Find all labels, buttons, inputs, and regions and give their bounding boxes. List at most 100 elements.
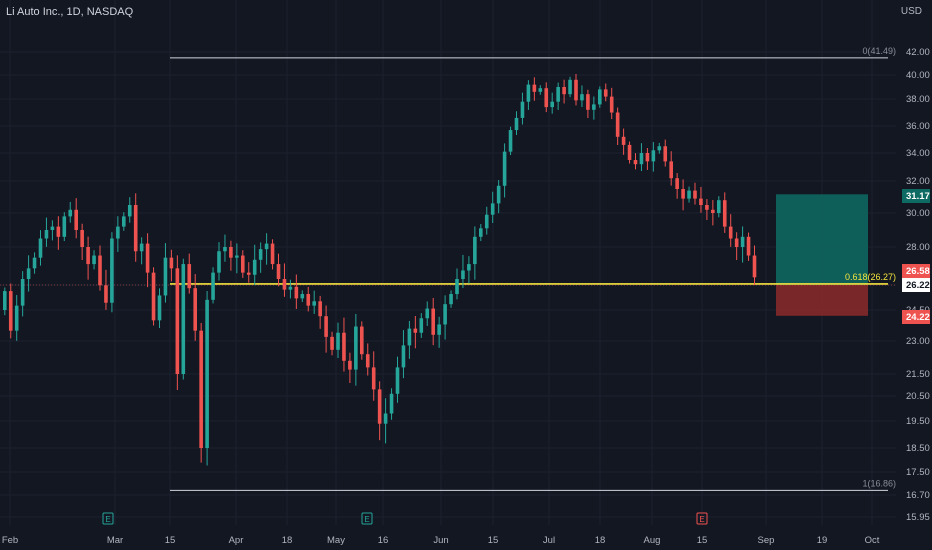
price-tick: 20.50 — [906, 391, 930, 402]
candle-body — [377, 389, 382, 424]
candle-body — [496, 185, 501, 204]
earnings-event-icon[interactable]: E — [696, 512, 708, 525]
time-tick: 16 — [378, 535, 389, 546]
candle-body — [211, 272, 215, 300]
candle-body — [187, 264, 192, 289]
candle-body — [342, 332, 346, 361]
candle-body — [104, 285, 108, 303]
time-tick: 15 — [697, 535, 708, 546]
candle-body — [734, 238, 739, 247]
candle-body — [68, 209, 73, 217]
price-label[interactable]: 24.22 — [906, 312, 930, 323]
candle-body — [193, 288, 197, 331]
candle-body — [365, 354, 370, 368]
candle-body — [437, 324, 441, 335]
price-tick: 15.95 — [906, 512, 930, 523]
candle-body — [175, 268, 180, 374]
candle-body — [639, 153, 644, 165]
candle-body — [401, 345, 406, 368]
candle-body — [324, 316, 328, 337]
symbol-title[interactable]: Li Auto Inc., 1D, NASDAQ — [6, 6, 134, 18]
earnings-event-letter: E — [364, 515, 369, 524]
candle-body — [717, 200, 721, 213]
candle-body — [116, 226, 120, 239]
candle-body — [169, 257, 174, 269]
candle-body — [288, 286, 293, 290]
candle-body — [217, 251, 221, 273]
candle-body — [300, 294, 305, 299]
candle-body — [8, 291, 13, 331]
candle-body — [514, 117, 519, 131]
candle-body — [246, 272, 251, 275]
earnings-event-icon[interactable]: E — [102, 512, 114, 525]
price-tick: 40.00 — [906, 70, 930, 81]
fibonacci-retracement[interactable]: 0(41.49) 0.618(26.27) 1(16.86) — [0, 46, 896, 491]
candle-body — [44, 230, 49, 239]
candle-body — [229, 247, 233, 258]
candle-body — [241, 255, 245, 273]
candle-body — [633, 160, 638, 165]
candle-body — [473, 236, 477, 265]
candle-body — [615, 112, 620, 137]
candle-body — [532, 84, 537, 92]
candle-body — [318, 301, 322, 317]
candle-body — [163, 257, 168, 296]
loss-zone[interactable] — [776, 285, 868, 316]
candle-body — [645, 153, 650, 162]
candle-body — [50, 226, 55, 230]
earnings-event-letter: E — [105, 515, 110, 524]
time-tick: Jul — [543, 535, 555, 546]
price-label[interactable]: 26.58 — [906, 266, 930, 277]
price-tick: 17.50 — [906, 467, 930, 478]
time-tick: May — [327, 535, 345, 546]
candle-body — [32, 257, 37, 269]
candle-body — [294, 286, 299, 299]
fib-level-label: 1(16.86) — [862, 478, 896, 488]
candle-body — [568, 79, 572, 95]
candle-body — [127, 205, 132, 217]
candle-body — [699, 198, 703, 205]
candle-body — [20, 279, 25, 306]
candle-body — [687, 190, 691, 199]
candle-body — [669, 161, 673, 179]
earnings-event-icon[interactable]: E — [361, 512, 373, 525]
candle-body — [657, 146, 662, 151]
candle-body — [455, 279, 459, 295]
candle-body — [484, 214, 489, 229]
price-label-bg — [902, 264, 930, 278]
time-tick: Oct — [865, 535, 880, 546]
candle-body — [3, 291, 7, 310]
candle-body — [354, 326, 358, 370]
candle-body — [752, 255, 757, 278]
candle-body — [145, 243, 150, 273]
price-label[interactable]: 31.17 — [906, 191, 930, 202]
price-tick: 34.00 — [906, 148, 930, 159]
profit-zone[interactable] — [776, 194, 868, 285]
candle-body — [574, 79, 578, 101]
candle-body — [467, 264, 471, 271]
price-axis[interactable]: 42.00 40.00 38.00 36.00 34.00 32.00 30.00 28.00… — [902, 47, 930, 523]
price-label-bg — [902, 189, 930, 203]
candle-body — [490, 203, 495, 215]
candle-body — [26, 268, 31, 280]
candle-body — [133, 205, 138, 252]
candle-body — [181, 264, 186, 374]
candle-body — [663, 146, 668, 162]
candle-body — [199, 330, 203, 448]
fib-level-label: 0(41.49) — [862, 46, 896, 56]
time-axis[interactable]: Feb Mar 15 Apr 18 May 16 Jun 15 Jul 18 Aug 15 Sep 19 Oc… — [2, 535, 880, 546]
candle-body — [235, 255, 239, 258]
candle-body — [276, 264, 281, 280]
price-tick: 19.50 — [906, 416, 930, 427]
price-label[interactable]: 26.22 — [906, 280, 930, 291]
candle-body — [205, 299, 209, 448]
currency-label[interactable]: USD — [900, 6, 922, 17]
candle-body — [508, 130, 513, 152]
candle-body — [603, 89, 608, 97]
position-zones[interactable] — [776, 194, 868, 316]
candle-body — [728, 226, 733, 239]
candle-body — [651, 150, 656, 162]
candle-body — [556, 87, 560, 102]
